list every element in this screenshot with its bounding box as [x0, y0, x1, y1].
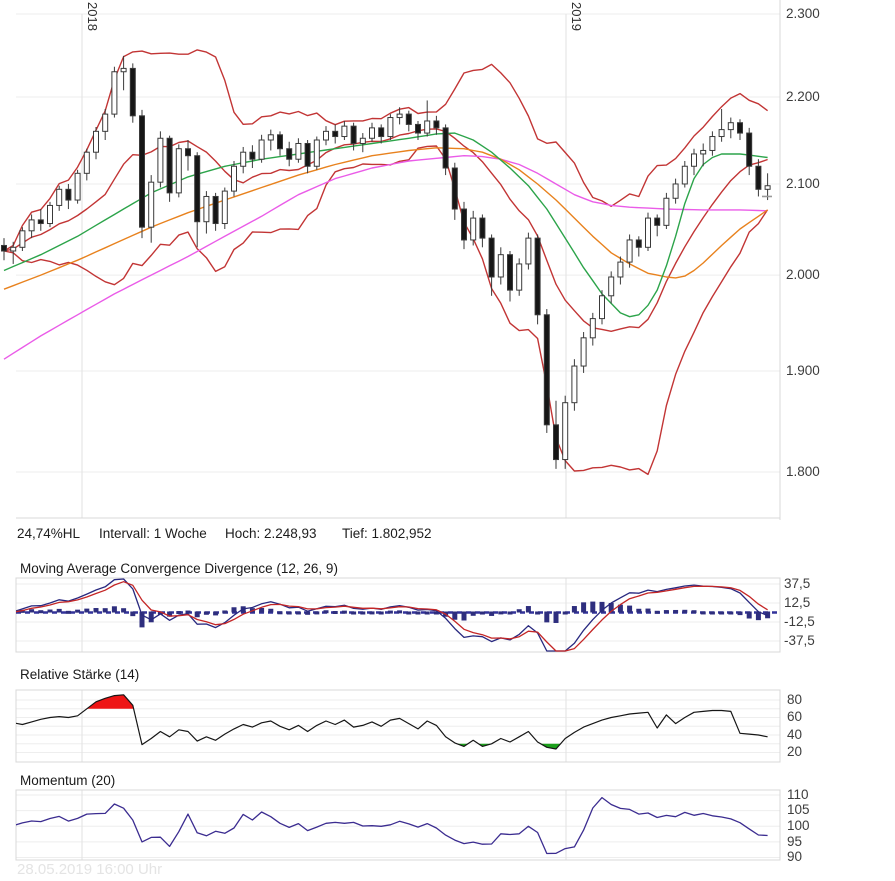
rsi-axis-label: 60	[787, 709, 803, 724]
momentum-axis-label: 100	[787, 818, 810, 833]
macd-axis-label: 12,5	[784, 595, 811, 610]
info-interval: Intervall: 1 Woche	[99, 526, 207, 541]
info-low: Tief: 1.802,952	[342, 526, 432, 541]
momentum-axis-label: 95	[787, 834, 803, 849]
price-axis-label: 2.200	[786, 89, 820, 104]
macd-axis-label: -12,5	[784, 614, 815, 629]
momentum-axis-label: 110	[787, 787, 809, 802]
rsi-axis-label: 80	[787, 692, 803, 707]
panel-title-rsi: Relative Stärke (14)	[20, 667, 140, 682]
year-label-2019: 2019	[569, 2, 584, 31]
momentum-axis-label: 105	[787, 802, 810, 817]
timestamp-watermark: 28.05.2019 16:00 Uhr	[17, 861, 163, 878]
panel-title-macd: Moving Average Convergence Divergence (1…	[20, 561, 338, 576]
price-axis-label: 1.800	[786, 464, 820, 479]
macd-axis-label: -37,5	[784, 633, 815, 648]
price-axis-label: 1.900	[786, 363, 820, 378]
rsi-axis-label: 20	[787, 744, 803, 759]
momentum-axis-label: 90	[787, 849, 803, 864]
year-label-2018: 2018	[85, 2, 100, 31]
macd-axis-label: 37,5	[784, 576, 811, 591]
info-high: Hoch: 2.248,93	[225, 526, 317, 541]
rsi-axis-label: 40	[787, 727, 803, 742]
panel-title-momentum: Momentum (20)	[20, 773, 116, 788]
price-axis-label: 2.100	[786, 176, 820, 191]
price-axis-label: 2.300	[786, 6, 820, 21]
info-range-pct: 24,74%HL	[17, 526, 81, 541]
price-axis-label: 2.000	[786, 267, 820, 282]
